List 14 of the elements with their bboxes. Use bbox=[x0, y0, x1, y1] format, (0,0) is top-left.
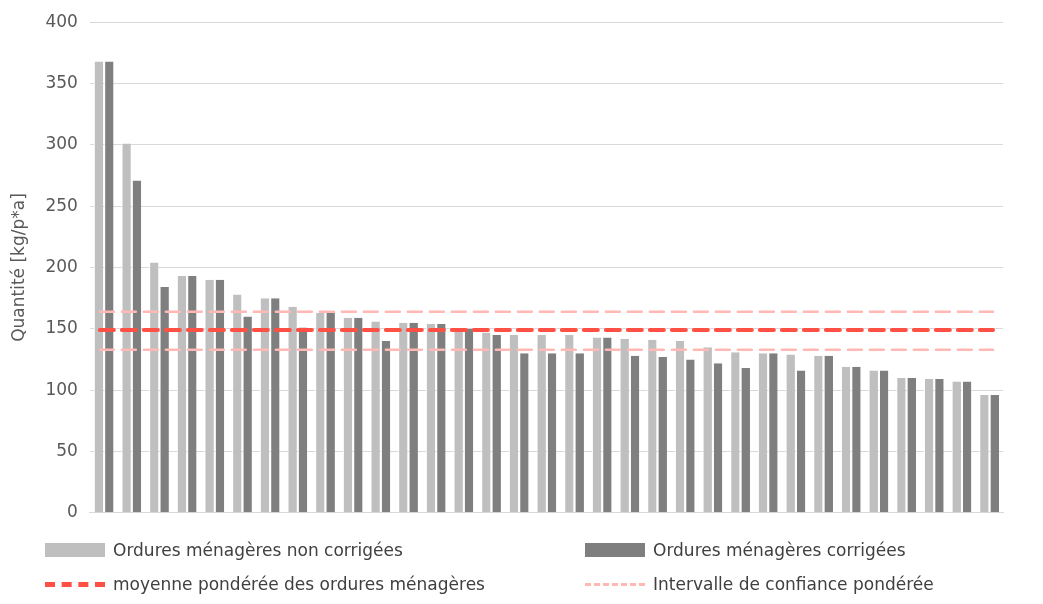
y-tick-label: 250 bbox=[45, 194, 78, 215]
legend-label: moyenne pondérée des ordures ménagères bbox=[113, 574, 485, 594]
y-axis-title: Quantité [kg/p*a] bbox=[7, 193, 28, 342]
legend-label: Intervalle de confiance pondérée bbox=[653, 574, 934, 594]
y-tick-label: 400 bbox=[45, 10, 78, 31]
legend-label: Ordures ménagères non corrigées bbox=[113, 540, 403, 560]
y-tick-label: 150 bbox=[45, 317, 78, 338]
y-tick-label: 100 bbox=[45, 378, 78, 399]
y-tick-label: 0 bbox=[67, 501, 78, 522]
y-tick-label: 50 bbox=[56, 439, 78, 460]
y-tick-label: 200 bbox=[45, 255, 78, 276]
y-tick-label: 350 bbox=[45, 71, 78, 92]
y-tick-label: 300 bbox=[45, 133, 78, 154]
legend-label: Ordures ménagères corrigées bbox=[653, 540, 906, 560]
